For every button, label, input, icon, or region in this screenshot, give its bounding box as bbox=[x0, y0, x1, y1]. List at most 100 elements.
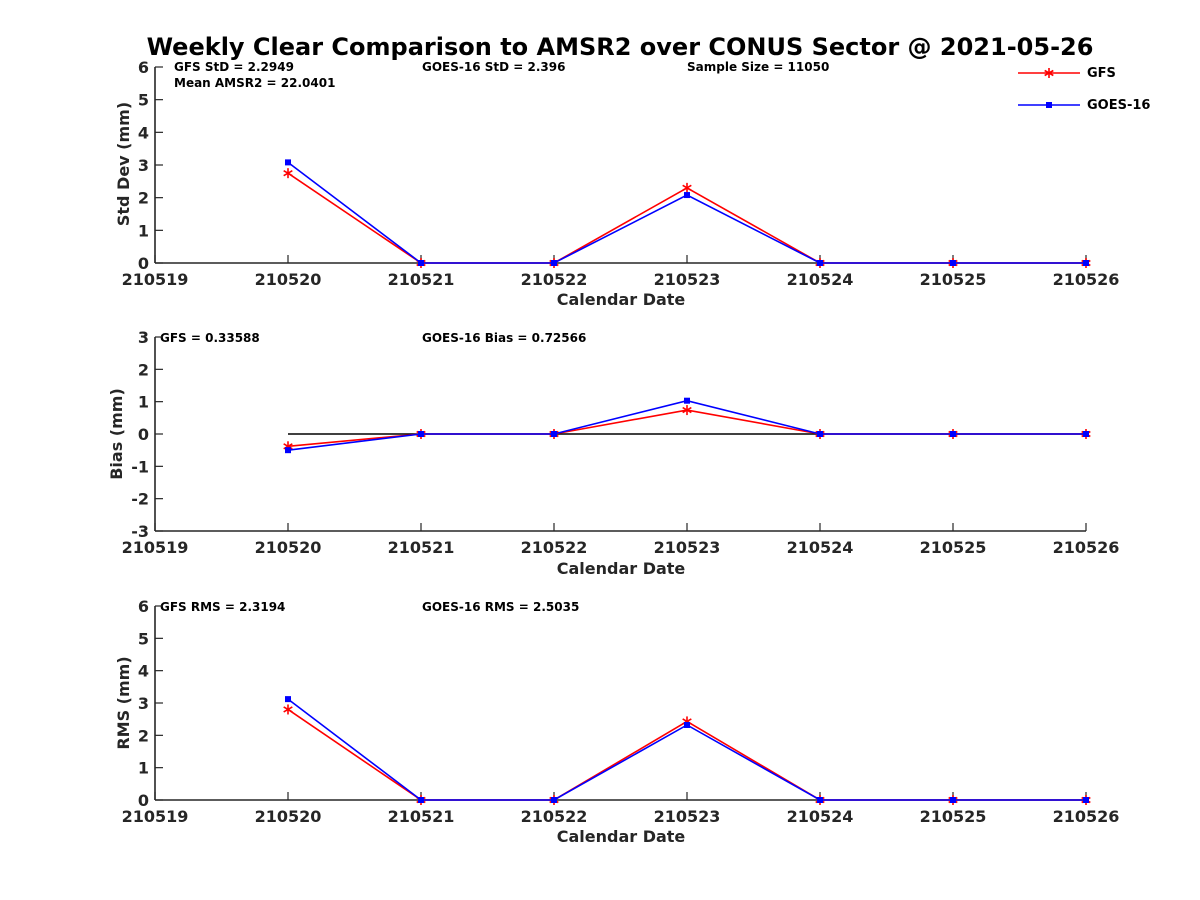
x-axis-label-rms: Calendar Date bbox=[557, 827, 686, 846]
x-tick-label-std-4: 210523 bbox=[654, 270, 721, 289]
x-tick-label-rms-3: 210522 bbox=[521, 807, 588, 826]
marker-goes-std-0 bbox=[285, 159, 291, 166]
legend-entry-goes: GOES-16 bbox=[1018, 98, 1150, 113]
x-tick-label-rms-5: 210524 bbox=[787, 807, 854, 826]
y-tick-label-rms-6: 6 bbox=[138, 597, 149, 616]
y-tick-label-std-6: 6 bbox=[138, 58, 149, 77]
x-tick-label-std-7: 210526 bbox=[1053, 270, 1120, 289]
legend: GFS GOES-16 bbox=[1018, 66, 1150, 113]
legend-marker-gfs bbox=[1044, 68, 1054, 78]
marker-goes-std-2 bbox=[551, 260, 557, 266]
x-tick-label-std-1: 210520 bbox=[255, 270, 322, 289]
marker-goes-std-5 bbox=[950, 260, 956, 266]
marker-goes-std-4 bbox=[817, 260, 823, 266]
y-tick-label-bias-4: 1 bbox=[138, 393, 149, 412]
series-line-goes-rms bbox=[287, 698, 1086, 801]
y-tick-label-bias-3: 0 bbox=[138, 425, 149, 444]
x-axis-label-bias: Calendar Date bbox=[557, 559, 686, 578]
marker-goes-bias-5 bbox=[950, 431, 956, 437]
x-tick-label-bias-4: 210523 bbox=[654, 538, 721, 557]
x-tick-label-bias-3: 210522 bbox=[521, 538, 588, 557]
annotation-gfs-rms: GFS RMS = 2.3194 bbox=[160, 600, 285, 614]
marker-goes-std-6 bbox=[1083, 260, 1089, 266]
series-line-gfs-bias bbox=[287, 409, 1086, 448]
legend-marker-goes bbox=[1046, 102, 1052, 108]
x-tick-label-std-0: 210519 bbox=[122, 270, 189, 289]
y-tick-label-rms-3: 3 bbox=[138, 694, 149, 713]
marker-goes-bias-1 bbox=[418, 431, 424, 437]
x-tick-label-bias-0: 210519 bbox=[122, 538, 189, 557]
y-axis-label-std: Std Dev (mm) bbox=[114, 102, 133, 226]
panel-rms: GFS RMS = 2.3194 GOES-16 RMS = 2.5035 Ca… bbox=[114, 600, 685, 846]
y-axis-label-bias: Bias (mm) bbox=[107, 388, 126, 480]
y-axis-label-rms: RMS (mm) bbox=[114, 656, 133, 749]
marker-gfs-bias-3-stroke-2 bbox=[682, 406, 692, 414]
marker-goes-bias-6 bbox=[1083, 431, 1089, 437]
axes-rms: 0 1 2 3 4 5 6 210519 210520 210521 210522 210523 210… bbox=[122, 597, 1120, 826]
y-tick-label-std-4: 4 bbox=[138, 123, 149, 142]
annotation-goes-std: GOES-16 StD = 2.396 bbox=[422, 60, 565, 74]
marker-gfs-std-3 bbox=[682, 182, 692, 193]
x-tick-label-rms-2: 210521 bbox=[388, 807, 455, 826]
y-tick-label-rms-0: 0 bbox=[138, 791, 149, 810]
x-tick-label-std-6: 210525 bbox=[920, 270, 987, 289]
marker-goes-rms-4 bbox=[817, 797, 823, 803]
legend-marker-gfs-shape-stroke-2 bbox=[1044, 69, 1054, 77]
annotation-sample-size: Sample Size = 11050 bbox=[687, 60, 829, 74]
y-tick-label-bias-6: 3 bbox=[138, 328, 149, 347]
y-tick-label-rms-2: 2 bbox=[138, 726, 149, 745]
x-tick-label-rms-7: 210526 bbox=[1053, 807, 1120, 826]
marker-goes-bias-2 bbox=[551, 431, 557, 437]
marker-gfs-bias-3 bbox=[682, 405, 692, 416]
legend-label-goes: GOES-16 bbox=[1087, 98, 1150, 113]
x-axis-label-std: Calendar Date bbox=[557, 290, 686, 309]
marker-goes-rms-2 bbox=[551, 797, 557, 803]
marker-goes-std-3 bbox=[684, 192, 690, 199]
x-tick-label-std-3: 210522 bbox=[521, 270, 588, 289]
y-tick-label-std-2: 2 bbox=[138, 189, 149, 208]
y-tick-label-rms-4: 4 bbox=[138, 662, 149, 681]
chart-title: Weekly Clear Comparison to AMSR2 over CO… bbox=[147, 33, 1094, 61]
y-tick-label-std-3: 3 bbox=[138, 156, 149, 175]
marker-gfs-rms-0 bbox=[283, 704, 293, 715]
legend-marker-gfs-shape bbox=[1044, 68, 1054, 78]
x-tick-label-bias-6: 210525 bbox=[920, 538, 987, 557]
y-tick-label-bias-1: -2 bbox=[131, 490, 149, 509]
marker-goes-bias-4 bbox=[817, 431, 823, 437]
y-tick-label-std-5: 5 bbox=[138, 91, 149, 110]
panel-bias: GFS = 0.33588 GOES-16 Bias = 0.72566 Cal… bbox=[107, 331, 685, 578]
legend-label-gfs: GFS bbox=[1087, 66, 1116, 81]
x-tick-label-rms-4: 210523 bbox=[654, 807, 721, 826]
y-tick-label-std-1: 1 bbox=[138, 221, 149, 240]
y-tick-label-rms-1: 1 bbox=[138, 759, 149, 778]
axes-std: 0 1 2 3 4 5 6 210519 210520 210521 210522 210523 210… bbox=[122, 58, 1120, 289]
marker-gfs-std-0 bbox=[283, 168, 293, 179]
y-tick-label-std-0: 0 bbox=[138, 254, 149, 273]
marker-goes-rms-5 bbox=[950, 797, 956, 803]
marker-goes-bias-0 bbox=[285, 447, 291, 454]
y-tick-label-rms-5: 5 bbox=[138, 629, 149, 648]
panel-std: GFS StD = 2.2949 Mean AMSR2 = 22.0401 GO… bbox=[114, 60, 829, 309]
axes-bias: -3 -2 -1 0 1 2 3 210519 210520 210521 210522 210523… bbox=[122, 328, 1120, 557]
y-tick-label-bias-2: -1 bbox=[131, 457, 149, 476]
marker-goes-bias-3 bbox=[684, 397, 690, 404]
marker-goes-rms-0 bbox=[285, 696, 291, 703]
marker-gfs-std-3-stroke-2 bbox=[682, 184, 692, 192]
x-tick-label-bias-7: 210526 bbox=[1053, 538, 1120, 557]
x-tick-label-bias-5: 210524 bbox=[787, 538, 854, 557]
marker-goes-rms-3 bbox=[684, 721, 690, 728]
x-tick-label-bias-1: 210520 bbox=[255, 538, 322, 557]
annotation-goes-bias: GOES-16 Bias = 0.72566 bbox=[422, 331, 586, 345]
annotation-mean-amsr2: Mean AMSR2 = 22.0401 bbox=[174, 76, 335, 90]
marker-goes-std-1 bbox=[418, 260, 424, 266]
annotation-gfs-std: GFS StD = 2.2949 bbox=[174, 60, 294, 74]
legend-entry-gfs: GFS bbox=[1018, 66, 1116, 81]
annotation-gfs-bias: GFS = 0.33588 bbox=[160, 331, 260, 345]
x-tick-label-bias-2: 210521 bbox=[388, 538, 455, 557]
legend-marker-goes-shape bbox=[1046, 102, 1052, 108]
x-tick-label-rms-1: 210520 bbox=[255, 807, 322, 826]
x-tick-label-rms-6: 210525 bbox=[920, 807, 987, 826]
y-tick-label-bias-0: -3 bbox=[131, 522, 149, 541]
